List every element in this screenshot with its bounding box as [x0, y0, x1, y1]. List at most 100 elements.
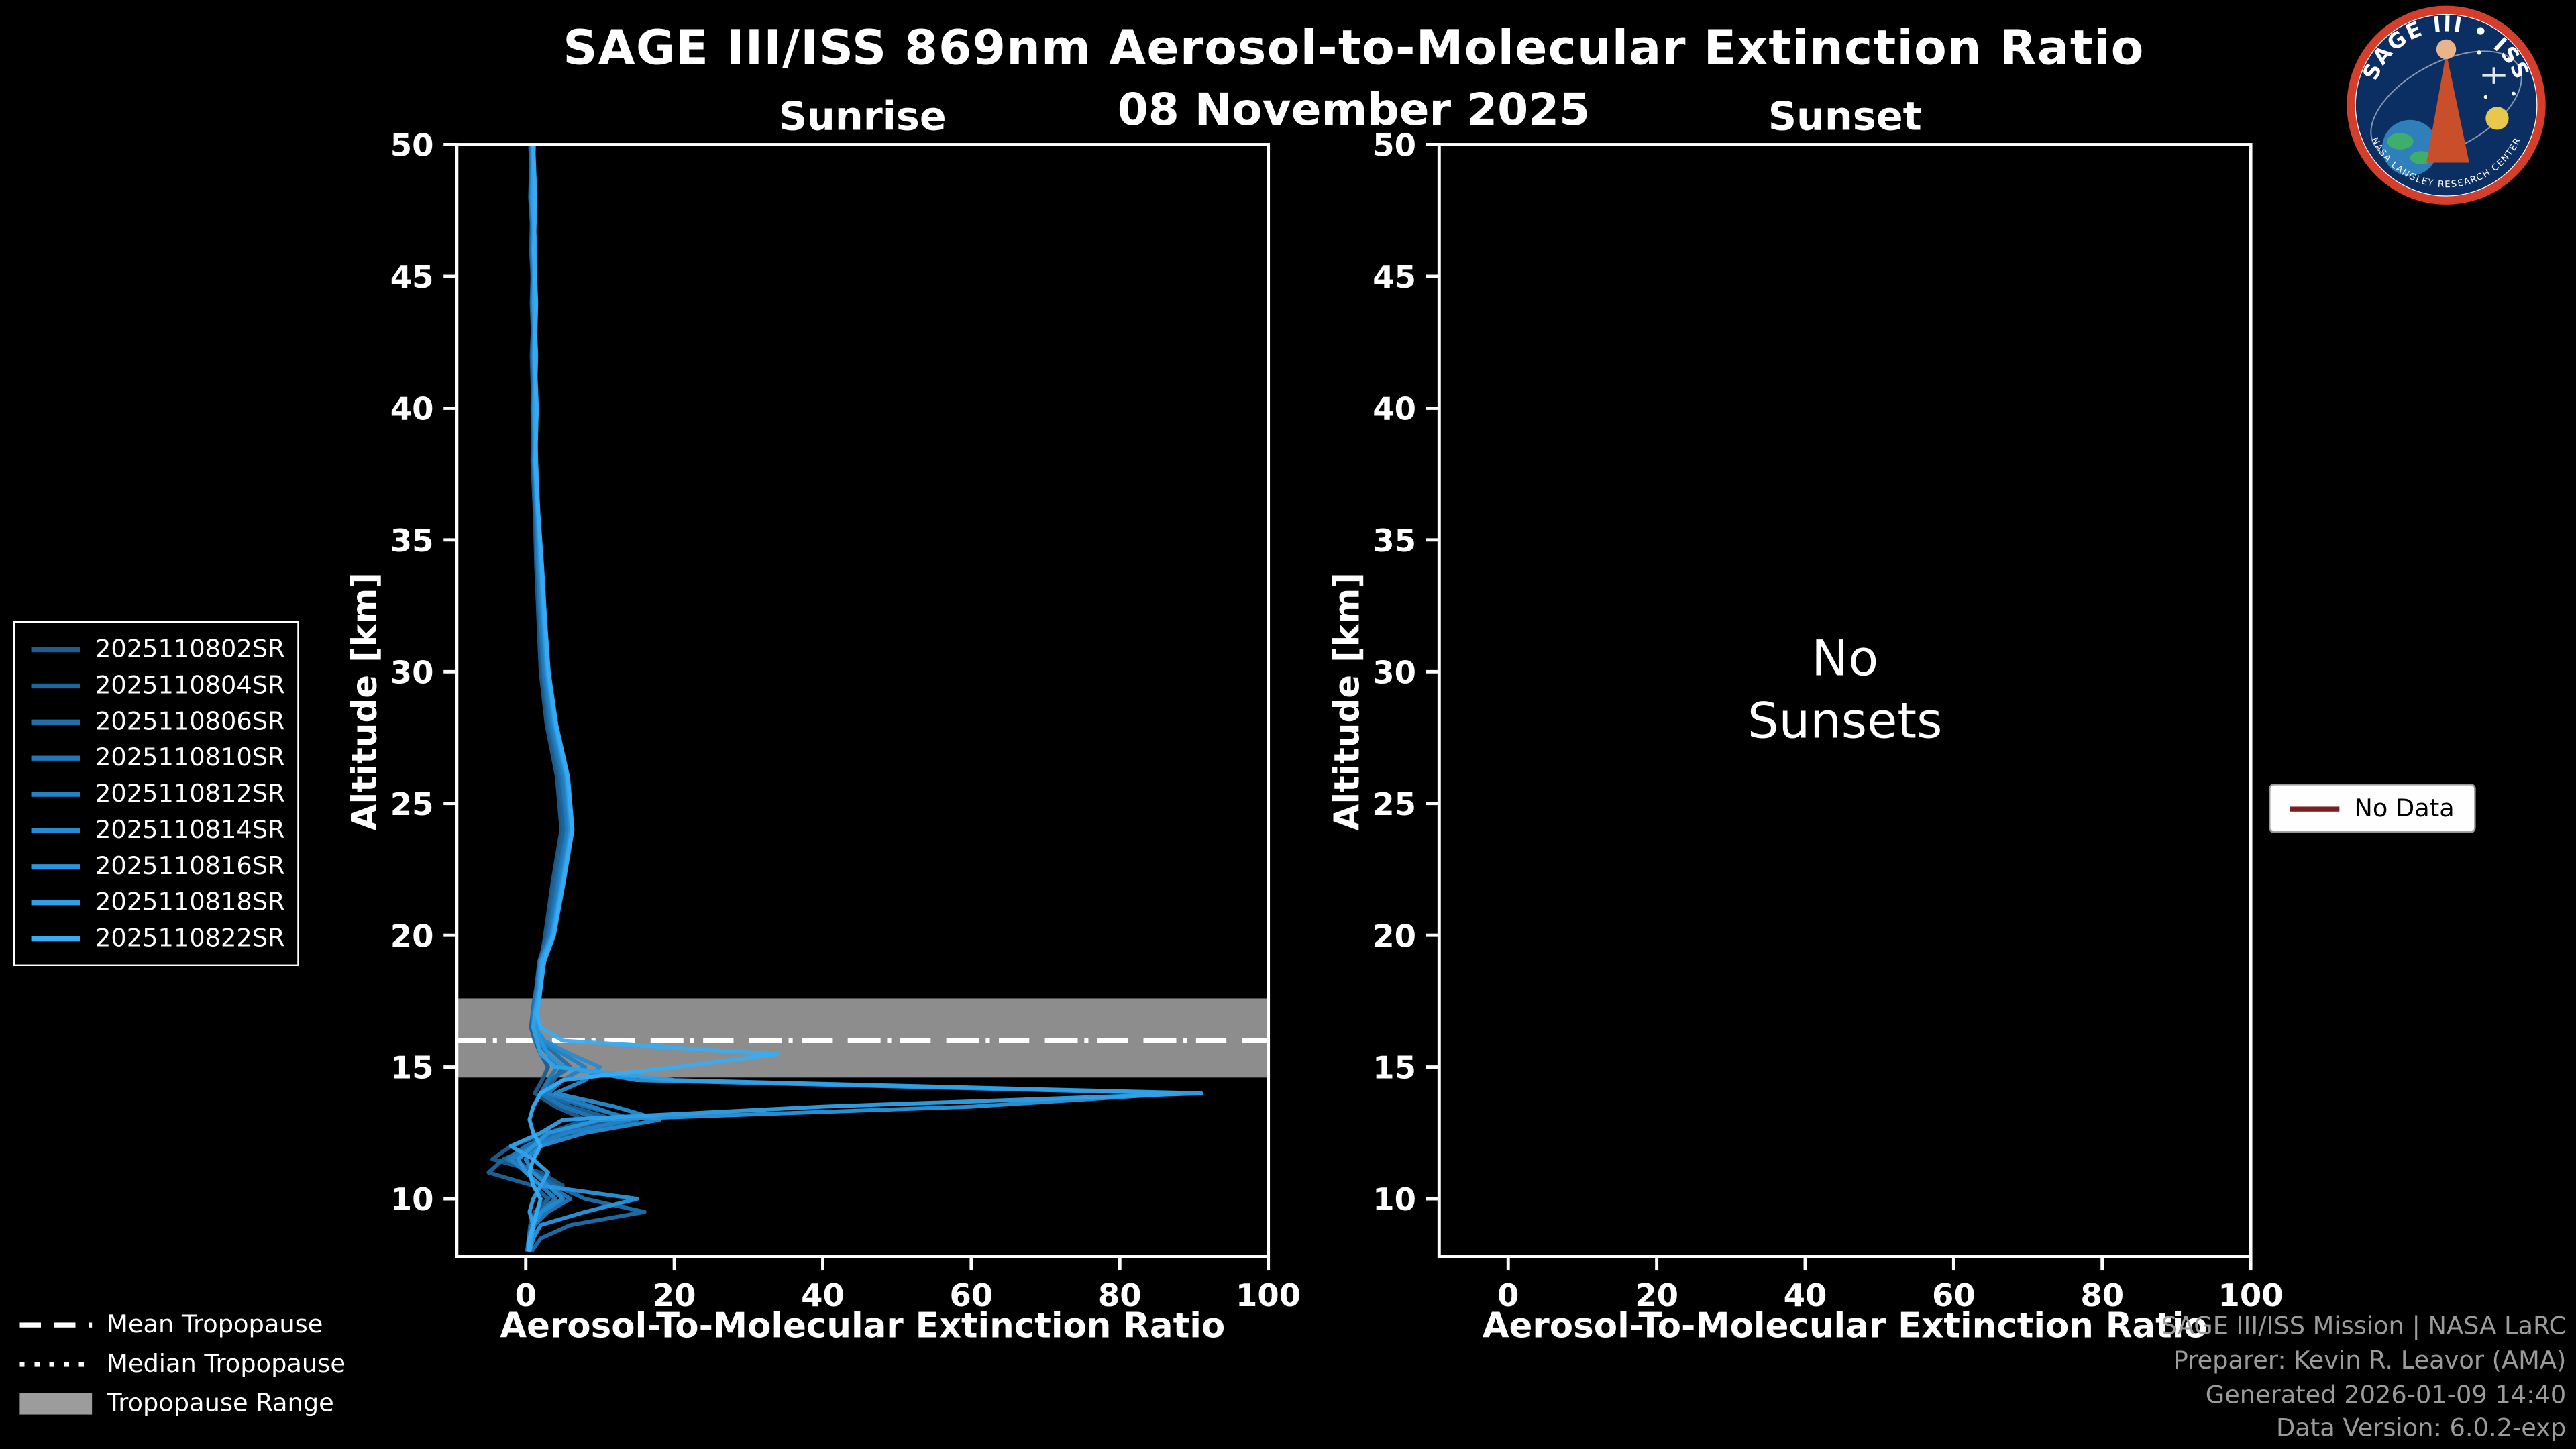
- svg-text:40: 40: [390, 391, 434, 427]
- no-sunsets-line2: Sunsets: [1748, 692, 1943, 750]
- no-sunsets-message: No Sunsets: [1516, 629, 2174, 753]
- event-legend-item: 2025110802SR: [15, 631, 297, 667]
- tropopause-legend: Mean Tropopause Median Tropopause Tropop…: [16, 1304, 348, 1422]
- sunset-axes-frame: [1437, 143, 2253, 1258]
- figure-title: SAGE III/ISS 869nm Aerosol-to-Molecular …: [563, 19, 2145, 76]
- svg-text:60: 60: [950, 1277, 994, 1313]
- sage-iss-mission-patch-logo: SAGE III • ISS NASA LANGLEY RESEARCH CEN…: [2347, 5, 2546, 205]
- sunrise-panel-title: Sunrise: [778, 93, 947, 140]
- event-color-swatch: [31, 863, 81, 869]
- svg-text:30: 30: [1373, 654, 1416, 690]
- no-data-label: No Data: [2354, 793, 2455, 823]
- median-tropopause-legend-item: Median Tropopause: [16, 1344, 348, 1383]
- svg-text:45: 45: [1373, 259, 1416, 295]
- event-legend-item: 2025110818SR: [15, 884, 297, 920]
- sunrise-x-ticks: 0 20 40 60 80 100: [515, 1256, 1301, 1313]
- svg-text:20: 20: [653, 1277, 696, 1313]
- svg-text:50: 50: [390, 127, 434, 164]
- footer-data-version: Data Version: 6.0.2-exp: [2276, 1413, 2567, 1443]
- svg-text:30: 30: [390, 654, 434, 690]
- sunset-x-ticks: 0 20 40 60 80 100: [1497, 1256, 2284, 1313]
- event-color-swatch: [31, 682, 81, 688]
- svg-text:15: 15: [1373, 1050, 1416, 1086]
- sunrise-plot-content: [456, 144, 1269, 1253]
- logo-robed-figure: [2426, 52, 2469, 163]
- event-color-swatch: [31, 899, 81, 905]
- svg-text:40: 40: [801, 1277, 845, 1313]
- logo-red-ring: [2347, 5, 2546, 205]
- event-label: 2025110806SR: [95, 706, 285, 737]
- sunset-panel-title: Sunset: [1768, 93, 1922, 140]
- event-legend-item: 2025110814SR: [15, 812, 297, 848]
- svg-text:10: 10: [1373, 1181, 1416, 1218]
- svg-text:20: 20: [1635, 1277, 1678, 1313]
- footer-attribution: SAGE III/ISS Mission | NASA LaRC Prepare…: [2161, 1309, 2566, 1446]
- event-color-swatch: [31, 791, 81, 796]
- sunrise-y-axis-label: Altitude [km]: [345, 572, 385, 831]
- event-legend-item: 2025110812SR: [15, 775, 297, 812]
- mean-tropopause-label: Mean Tropopause: [107, 1309, 323, 1339]
- logo-stars: [2477, 50, 2516, 99]
- svg-text:25: 25: [390, 786, 434, 822]
- svg-text:10: 10: [390, 1181, 434, 1218]
- event-legend-item: 2025110816SR: [15, 848, 297, 884]
- no-sunsets-line1: No: [1811, 631, 1879, 689]
- mean-tropopause-swatch: [19, 1322, 93, 1327]
- svg-text:20: 20: [1373, 918, 1416, 954]
- logo-earth-land-1: [2387, 133, 2414, 150]
- sunset-x-axis-label: Aerosol-To-Molecular Extinction Ratio: [1482, 1305, 2208, 1346]
- mean-tropopause-legend-item: Mean Tropopause: [16, 1304, 348, 1344]
- event-color-swatch: [31, 755, 81, 760]
- logo-moon: [2485, 107, 2509, 130]
- event-label: 2025110812SR: [95, 778, 285, 808]
- svg-text:40: 40: [1784, 1277, 1827, 1313]
- svg-text:0: 0: [1497, 1277, 1519, 1313]
- profile-2025110818SR: [508, 144, 1203, 1252]
- svg-text:80: 80: [1098, 1277, 1142, 1313]
- median-tropopause-label: Median Tropopause: [107, 1348, 345, 1379]
- event-color-swatch: [31, 646, 81, 652]
- sunset-y-ticks: 10 15 20 25 30 35 40 45 50: [1373, 127, 1440, 1218]
- event-label: 2025110804SR: [95, 670, 285, 700]
- footer-generated: Generated 2026-01-09 14:40: [2205, 1379, 2567, 1409]
- svg-text:100: 100: [1236, 1277, 1301, 1313]
- event-label: 2025110822SR: [95, 923, 285, 953]
- tropopause-range-swatch: [19, 1392, 93, 1414]
- svg-text:25: 25: [1373, 786, 1416, 822]
- logo-orbit-line: [2370, 50, 2522, 160]
- event-color-swatch: [31, 718, 81, 724]
- sunrise-y-ticks: 10 15 20 25 30 35 40 45 50: [390, 127, 457, 1218]
- sunrise-axes-frame: [455, 143, 1271, 1258]
- event-color-swatch: [31, 935, 81, 941]
- svg-text:100: 100: [2218, 1277, 2284, 1313]
- svg-text:40: 40: [1373, 391, 1416, 427]
- event-color-swatch: [31, 827, 81, 833]
- events-legend: 2025110802SR 2025110804SR 2025110806SR 2025…: [13, 621, 299, 967]
- event-label: 2025110816SR: [95, 851, 285, 881]
- footer-mission: SAGE III/ISS Mission | NASA LaRC: [2161, 1311, 2567, 1341]
- logo-figure-head: [2436, 39, 2457, 60]
- svg-text:35: 35: [390, 523, 434, 559]
- event-legend-item: 2025110804SR: [15, 667, 297, 703]
- median-tropopause-swatch: [19, 1360, 93, 1366]
- event-label: 2025110810SR: [95, 742, 285, 773]
- tropopause-range-label: Tropopause Range: [107, 1388, 334, 1418]
- svg-text:45: 45: [390, 259, 434, 295]
- tropopause-range-legend-item: Tropopause Range: [16, 1383, 348, 1423]
- footer-preparer: Preparer: Kevin R. Leavor (AMA): [2173, 1345, 2567, 1375]
- event-label: 2025110818SR: [95, 887, 285, 917]
- event-legend-item: 2025110810SR: [15, 739, 297, 775]
- svg-text:35: 35: [1373, 523, 1416, 559]
- svg-text:50: 50: [1373, 127, 1416, 164]
- event-label: 2025110802SR: [95, 634, 285, 664]
- tropopause-range-band: [456, 998, 1269, 1078]
- svg-text:20: 20: [390, 918, 434, 954]
- event-legend-item: 2025110806SR: [15, 703, 297, 739]
- no-data-swatch: [2290, 806, 2340, 811]
- svg-text:60: 60: [1932, 1277, 1976, 1313]
- sunset-y-axis-label: Altitude [km]: [1327, 572, 1367, 831]
- sunrise-x-axis-label: Aerosol-To-Molecular Extinction Ratio: [500, 1305, 1226, 1346]
- event-label: 2025110814SR: [95, 814, 285, 845]
